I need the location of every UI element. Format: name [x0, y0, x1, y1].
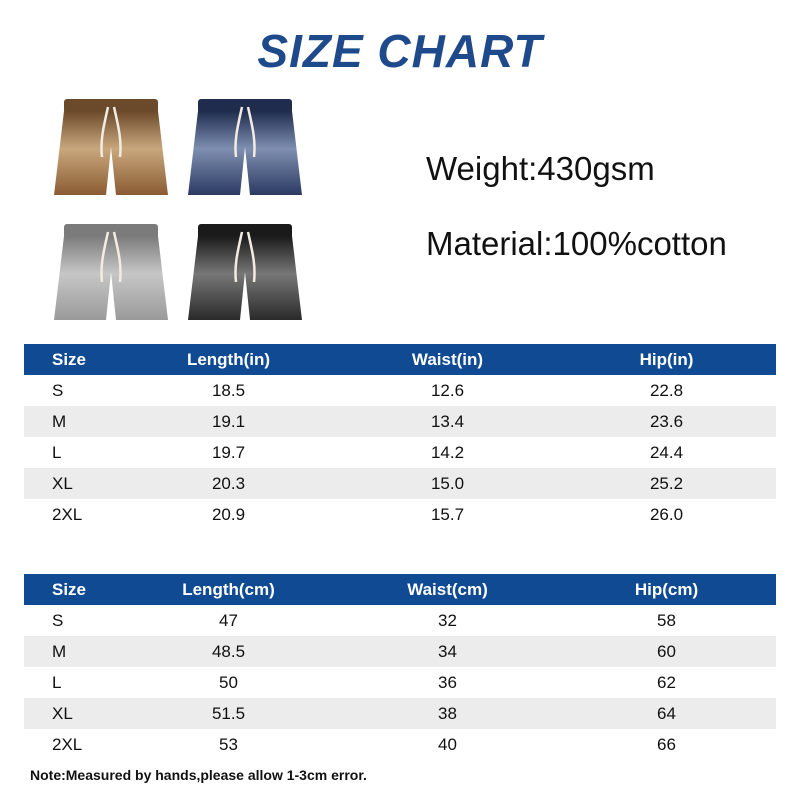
product-images: [40, 90, 302, 340]
header-hip: Hip(in): [639, 349, 694, 369]
length-cell: 18.5: [211, 380, 246, 400]
waist-cell: 34: [438, 641, 457, 661]
length-cell: 47: [219, 610, 238, 630]
length-cell: 53: [219, 734, 238, 754]
hip-cell: 26.0: [649, 504, 684, 524]
black-shorts-image: [184, 220, 306, 328]
hip-cell: 22.8: [649, 380, 684, 400]
grey-shorts-image: [50, 220, 172, 328]
size-cell: 2XL: [52, 734, 83, 754]
header-waist: Waist(in): [411, 349, 484, 369]
hip-cell: 62: [657, 672, 676, 692]
size-cell: L: [52, 442, 62, 462]
table-row: 2XL 53 40 66: [24, 729, 776, 760]
length-cell: 50: [219, 672, 238, 692]
length-cell: 51.5: [211, 703, 246, 723]
header-hip: Hip(cm): [634, 579, 699, 599]
header-length: Length(cm): [182, 579, 275, 599]
table-row: 2XL 20.9 15.7 26.0: [24, 499, 776, 530]
length-cell: 48.5: [211, 641, 246, 661]
hip-cell: 66: [657, 734, 676, 754]
size-cell: S: [52, 380, 64, 400]
table-row: M 48.5 34 60: [24, 636, 776, 667]
size-table-inches: Size Length(in) Waist(in) Hip(in) S 18.5…: [24, 344, 776, 530]
waist-cell: 32: [438, 610, 457, 630]
size-cell: S: [52, 610, 64, 630]
hip-cell: 24.4: [649, 442, 684, 462]
header-waist: Waist(cm): [407, 579, 488, 599]
length-cell: 20.3: [211, 473, 246, 493]
table-row: XL 20.3 15.0 25.2: [24, 468, 776, 499]
material-spec: Material:100%cotton: [426, 225, 727, 262]
table-header: Size Length(cm) Waist(cm) Hip(cm): [24, 574, 776, 605]
header-size: Size: [52, 579, 87, 599]
hip-cell: 23.6: [649, 411, 684, 431]
hip-cell: 58: [657, 610, 676, 630]
waist-cell: 15.7: [430, 504, 465, 524]
table-row: S 47 32 58: [24, 605, 776, 636]
navy-shorts-image: [184, 95, 306, 203]
size-cell: M: [52, 641, 67, 661]
brown-shorts-svg: [54, 99, 168, 195]
table-row: M 19.1 13.4 23.6: [24, 406, 776, 437]
grey-shorts-svg: [54, 224, 168, 320]
table-row: L 19.7 14.2 24.4: [24, 437, 776, 468]
table-row: S 18.5 12.6 22.8: [24, 375, 776, 406]
header-length: Length(in): [186, 349, 271, 369]
size-cell: XL: [52, 703, 73, 723]
hip-cell: 64: [657, 703, 676, 723]
header-size: Size: [52, 349, 87, 369]
table-header: Size Length(in) Waist(in) Hip(in): [24, 344, 776, 375]
weight-spec: Weight:430gsm: [426, 150, 655, 187]
size-cell: M: [52, 411, 67, 431]
waist-cell: 38: [438, 703, 457, 723]
waist-cell: 14.2: [430, 442, 465, 462]
hip-cell: 25.2: [649, 473, 684, 493]
size-table-cm: Size Length(cm) Waist(cm) Hip(cm) S 47 3…: [24, 574, 776, 760]
waist-cell: 13.4: [430, 411, 465, 431]
size-cell: L: [52, 672, 62, 692]
size-cell: 2XL: [52, 504, 83, 524]
page-title: SIZE CHART: [257, 25, 543, 77]
length-cell: 20.9: [211, 504, 246, 524]
black-shorts-svg: [188, 224, 302, 320]
brown-shorts-image: [50, 95, 172, 203]
waist-cell: 40: [438, 734, 457, 754]
hip-cell: 60: [657, 641, 676, 661]
measurement-note: Note:Measured by hands,please allow 1-3c…: [30, 767, 367, 783]
size-cell: XL: [52, 473, 73, 493]
waist-cell: 12.6: [430, 380, 465, 400]
table-row: XL 51.5 38 64: [24, 698, 776, 729]
length-cell: 19.1: [211, 411, 246, 431]
waist-cell: 15.0: [430, 473, 465, 493]
length-cell: 19.7: [211, 442, 246, 462]
waist-cell: 36: [438, 672, 457, 692]
table-row: L 50 36 62: [24, 667, 776, 698]
navy-shorts-svg: [188, 99, 302, 195]
